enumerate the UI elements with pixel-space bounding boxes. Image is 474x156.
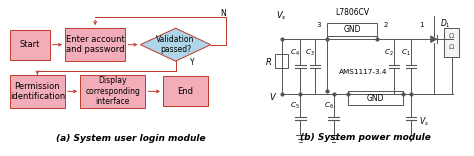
Polygon shape — [431, 36, 437, 43]
Text: 3: 3 — [317, 22, 321, 28]
FancyBboxPatch shape — [10, 30, 50, 60]
FancyBboxPatch shape — [163, 76, 208, 106]
Text: End: End — [178, 87, 193, 96]
Text: N: N — [220, 9, 226, 18]
FancyBboxPatch shape — [444, 28, 459, 57]
Text: Start: Start — [20, 40, 40, 49]
Text: $C_4$: $C_4$ — [290, 48, 300, 58]
Text: $\Omega$: $\Omega$ — [448, 42, 455, 51]
Text: $C_3$: $C_3$ — [305, 48, 315, 58]
Text: 2: 2 — [384, 22, 388, 28]
Text: Display
corresponding
interface: Display corresponding interface — [85, 76, 140, 106]
Text: $C_2$: $C_2$ — [384, 48, 394, 58]
Text: GND: GND — [344, 25, 361, 34]
Text: $V$: $V$ — [269, 91, 277, 102]
FancyBboxPatch shape — [65, 28, 125, 61]
Text: $R$: $R$ — [265, 56, 272, 67]
FancyBboxPatch shape — [328, 23, 377, 37]
FancyBboxPatch shape — [80, 75, 146, 108]
FancyBboxPatch shape — [10, 75, 65, 108]
FancyBboxPatch shape — [348, 91, 402, 105]
Text: (a) System user login module: (a) System user login module — [55, 134, 205, 143]
Text: $C_6$: $C_6$ — [324, 100, 333, 111]
Polygon shape — [140, 28, 211, 61]
Text: AMS1117-3.4: AMS1117-3.4 — [338, 69, 387, 75]
Text: GND: GND — [367, 94, 384, 103]
Text: $C_1$: $C_1$ — [401, 48, 410, 58]
Text: $V_s$: $V_s$ — [276, 10, 287, 22]
Text: Y: Y — [190, 58, 194, 67]
Text: $D_1$: $D_1$ — [440, 18, 451, 30]
Text: L7806CV: L7806CV — [336, 8, 370, 17]
Text: (b) System power module: (b) System power module — [300, 133, 430, 142]
Text: 1: 1 — [419, 22, 424, 28]
Text: $C_5$: $C_5$ — [290, 100, 300, 111]
FancyBboxPatch shape — [275, 54, 288, 68]
Text: $V_s$: $V_s$ — [419, 115, 429, 128]
Text: $\Omega$: $\Omega$ — [448, 31, 455, 40]
Text: Enter account
and password: Enter account and password — [66, 35, 125, 54]
Text: Validation
passed?: Validation passed? — [156, 35, 195, 54]
Text: Permission
identification: Permission identification — [10, 82, 65, 101]
